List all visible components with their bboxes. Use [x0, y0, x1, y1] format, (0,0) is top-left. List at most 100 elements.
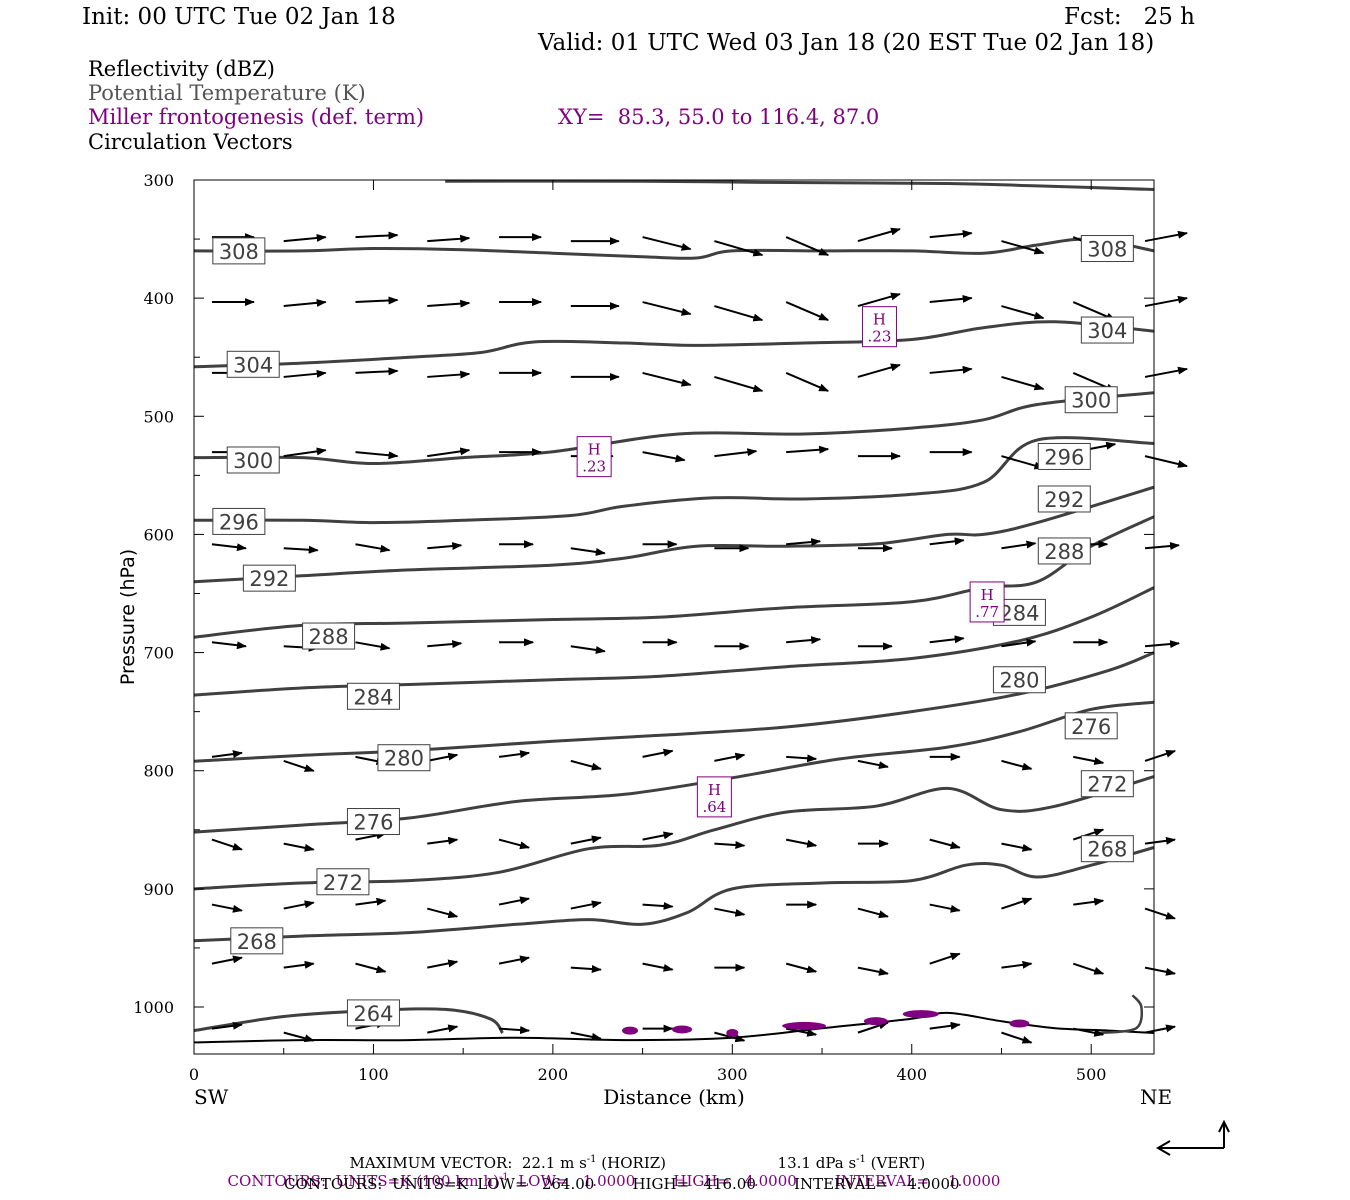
circulation-vector: [1144, 1024, 1177, 1034]
max-vector-vert: 13.1 dPa s: [777, 1154, 857, 1172]
max-vector-vert-info: 13.1 dPa s-1 (VERT): [768, 1140, 926, 1172]
contour-label: 276: [1071, 715, 1111, 739]
circulation-vector: [786, 754, 818, 763]
circulation-vector: [785, 372, 830, 392]
circulation-vector: [642, 748, 674, 758]
legend-miller-frontogenesis: Miller frontogenesis (def. term): [88, 105, 425, 129]
theta-contour-312: [445, 179, 1155, 191]
contour-label: 304: [1087, 319, 1127, 343]
circulation-vector: [355, 897, 387, 906]
circulation-vector: [714, 305, 764, 322]
circulation-vector: [283, 1031, 315, 1043]
circulation-vector: [427, 542, 463, 551]
init-time: Init: 00 UTC Tue 02 Jan 18: [82, 4, 396, 30]
x-tick-label: 200: [538, 1065, 569, 1084]
frontogenesis-max-value: .23: [868, 328, 892, 346]
frontogenesis-max-label: H: [981, 586, 994, 604]
circulation-vector: [1001, 240, 1045, 255]
circulation-vector: [785, 962, 818, 974]
circulation-vector: [211, 838, 243, 851]
circulation-vector: [427, 959, 459, 969]
frontogenesis-max-box: [969, 581, 1005, 623]
contour-label-box: [1080, 770, 1134, 798]
circulation-vector: [1073, 1027, 1105, 1037]
y-axis-title: Pressure (hPa): [117, 549, 139, 685]
reflectivity-patch: [863, 1017, 888, 1026]
circulation-vector: [857, 363, 901, 378]
contours1-exponent: -1: [498, 1172, 509, 1183]
frontogenesis-max-value: .64: [702, 798, 726, 816]
circulation-vector: [498, 955, 531, 965]
circulation-vector: [857, 759, 889, 770]
circulation-vector: [283, 759, 315, 772]
circulation-vector: [857, 292, 901, 308]
legend-circulation-vectors: Circulation Vectors: [88, 130, 293, 154]
contour-label-box: [377, 744, 431, 772]
theta-contour-300: [193, 391, 1155, 466]
circulation-vector: [283, 447, 327, 458]
contour-label-box: [1080, 235, 1134, 263]
unit-exponent-vert: -1: [856, 1154, 866, 1165]
circulation-vector: [570, 965, 602, 974]
circulation-vector: [857, 227, 901, 243]
circulation-vector: [427, 907, 459, 919]
circulation-vector: [427, 370, 471, 379]
contour-label: 288: [1044, 540, 1084, 564]
theta-contour-296: [193, 436, 1155, 525]
contours1-head: CONTOURS: UNITS=K (100 km h): [227, 1172, 499, 1190]
circulation-vector: [211, 903, 243, 913]
circulation-vector: [642, 371, 692, 387]
circulation-vector: [785, 1027, 818, 1037]
contour-label-box: [1037, 442, 1091, 470]
circulation-vector: [211, 543, 247, 552]
forecast-hour: Fcst: 25 h: [1064, 4, 1195, 30]
x-tick-label: 500: [1076, 1065, 1107, 1084]
circulation-vector: [283, 369, 327, 378]
circulation-vector: [929, 229, 973, 239]
circulation-vector: [929, 635, 965, 644]
contour-label: 268: [237, 930, 277, 954]
max-vector-info: MAXIMUM VECTOR: 22.1 m s-1 (HORIZ): [340, 1140, 666, 1171]
circulation-vector: [1144, 455, 1189, 468]
circulation-vector: [714, 375, 764, 393]
contour-label: 288: [309, 625, 349, 649]
frontogenesis-max-label: H: [708, 781, 721, 799]
contour-label-box: [226, 350, 280, 378]
circulation-vector: [929, 365, 973, 374]
y-tick-label: 300: [143, 171, 174, 190]
contour-label-box: [212, 237, 266, 265]
contour-label: 304: [233, 353, 273, 377]
endpoint-ne-label: NE: [1140, 1085, 1172, 1109]
circulation-vector: [283, 233, 327, 243]
circulation-vector: [427, 1024, 459, 1034]
theta-contour-292: [193, 485, 1155, 584]
circulation-vector: [211, 641, 247, 650]
frontogenesis-max-box: [576, 436, 612, 478]
contour-label: 272: [323, 871, 363, 895]
circulation-vector: [355, 296, 399, 305]
theta-contour-272: [193, 775, 1155, 891]
contour-label: 284: [999, 601, 1039, 625]
contour-label-box: [1037, 537, 1091, 565]
circulation-vector: [857, 966, 889, 976]
circulation-vector: [642, 301, 692, 316]
circulation-vector: [1001, 759, 1033, 771]
circulation-vector: [427, 640, 463, 649]
circulation-vector: [1144, 749, 1176, 762]
circulation-vector: [929, 838, 961, 850]
reflectivity-patch: [1009, 1019, 1030, 1028]
circulation-vector: [498, 896, 531, 906]
reflectivity-patch: [726, 1028, 739, 1037]
contour-label: 280: [384, 747, 424, 771]
contour-label: 308: [1087, 238, 1127, 262]
circulation-vector: [570, 645, 606, 654]
legend-reflectivity: Reflectivity (dBZ): [88, 57, 276, 81]
circulation-vector: [714, 1031, 746, 1043]
theta-contour-304: [193, 320, 1155, 369]
max-vector-horiz-tag: (HORIZ): [596, 1154, 667, 1172]
circulation-vector: [786, 538, 822, 547]
contour-label-box: [346, 808, 400, 836]
endpoint-sw-label: SW: [194, 1085, 229, 1109]
frontogenesis-contour-info: CONTOURS: UNITS=K (100 km h)-1 LOW= 1.00…: [218, 1158, 1001, 1190]
